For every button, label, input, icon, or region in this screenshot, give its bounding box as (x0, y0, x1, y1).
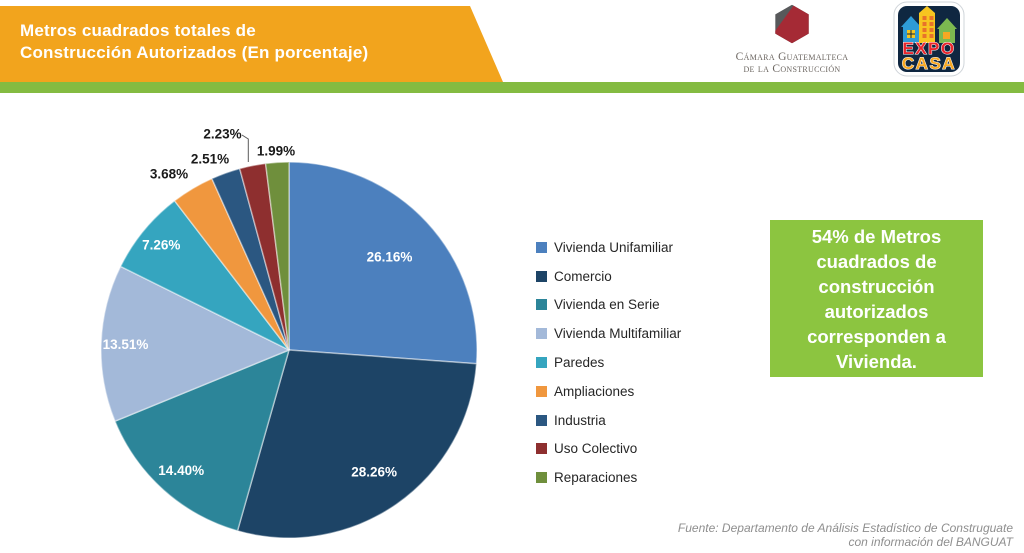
page-title: Metros cuadrados totales de Construcción… (20, 20, 368, 64)
page-title-line2: Construcción Autorizados (En porcentaje) (20, 43, 369, 62)
legend-swatch-icon (536, 299, 547, 311)
cgc-logo-line1: Cámara Guatemalteca (735, 51, 849, 63)
blue-house-icon (901, 16, 921, 27)
cgc-logo-text: Cámara Guatemalteca de la Construcción (712, 51, 872, 75)
legend-swatch-icon (536, 357, 547, 369)
legend-item: Vivienda en Serie (536, 291, 681, 320)
pie-label-7: 2.51% (191, 152, 229, 167)
pie-label-4: 13.51% (103, 337, 149, 352)
legend-item: Industria (536, 406, 681, 435)
pie-slice-3 (114, 348, 291, 532)
legend-item: Ampliaciones (536, 377, 681, 406)
chart-legend: Vivienda Unifamiliar Comercio Vivienda en … (536, 233, 681, 492)
pie-slice-6 (173, 177, 290, 351)
legend-label: Paredes (554, 355, 605, 371)
legend-label: Uso Colectivo (554, 441, 638, 457)
yellow-building-icon (919, 6, 935, 13)
pie-slice-9 (264, 161, 290, 351)
pie-label-9: 1.99% (257, 144, 295, 159)
pie-label-5: 7.26% (142, 238, 180, 253)
legend-swatch-icon (536, 472, 547, 484)
page-title-line1: Metros cuadrados totales de (20, 21, 256, 40)
pie-slice-4 (100, 265, 291, 423)
legend-label: Reparaciones (554, 470, 638, 486)
pie-chart: 26.16% 28.26% 14.40% 13.51% 7.26% 3.68%2.51% 2… (100, 127, 478, 539)
legend-swatch-icon (536, 385, 547, 397)
header-stripe (0, 82, 1024, 93)
legend-item: Comercio (536, 262, 681, 291)
expocasa-casa-text: CASA (902, 54, 956, 73)
legend-item: Reparaciones (536, 463, 681, 492)
source-note-line2: con información del BANGUAT (848, 534, 1013, 549)
source-note-line1: Fuente: Departamento de Análisis Estadís… (677, 521, 1013, 535)
header-banner (0, 6, 503, 82)
legend-item: Paredes (536, 348, 681, 377)
green-house-icon (937, 18, 957, 29)
pie-slice-1 (288, 161, 478, 365)
pie-label-2: 28.26% (351, 464, 397, 479)
legend-label: Vivienda en Serie (554, 297, 660, 313)
legend-swatch-icon (536, 414, 547, 426)
expocasa-badge-icon: EXPO CASA (893, 1, 965, 77)
legend-swatch-icon (536, 270, 547, 282)
pie-label-6: 3.68% (150, 167, 188, 182)
pie-label-1: 26.16% (367, 249, 413, 264)
legend-swatch-icon (536, 443, 547, 455)
camara-construccion-logo: Cámara Guatemalteca de la Construcción (712, 2, 872, 75)
hexagon-knot-icon (775, 4, 809, 44)
source-note: Fuente: Departamento de Análisis Estadís… (677, 521, 1013, 549)
legend-label: Vivienda Multifamiliar (554, 326, 682, 342)
label-leader-line (241, 134, 249, 162)
legend-label: Industria (554, 412, 606, 428)
legend-item: Vivienda Unifamiliar (536, 233, 681, 262)
legend-item: Vivienda Multifamiliar (536, 319, 681, 348)
expocasa-logo: EXPO CASA (893, 1, 965, 82)
pie-slice-2 (236, 349, 478, 539)
pie-slice-7 (210, 167, 290, 351)
expocasa-expo-text: EXPO (902, 39, 955, 58)
pie-slice-5 (119, 199, 290, 351)
legend-label: Ampliaciones (554, 383, 635, 399)
highlight-callout-text: 54% de Metros cuadrados de construcción … (807, 225, 946, 372)
cgc-logo-line2: de la Construcción (743, 62, 841, 75)
pie-label-8: 2.23% (203, 127, 241, 142)
legend-label: Vivienda Unifamiliar (554, 239, 674, 255)
legend-swatch-icon (536, 241, 547, 253)
legend-item: Uso Colectivo (536, 435, 681, 464)
highlight-callout: 54% de Metros cuadrados de construcción … (770, 220, 983, 377)
legend-swatch-icon (536, 328, 547, 340)
legend-label: Comercio (554, 268, 612, 284)
pie-slice-8 (238, 162, 290, 351)
pie-label-3: 14.40% (158, 463, 204, 478)
